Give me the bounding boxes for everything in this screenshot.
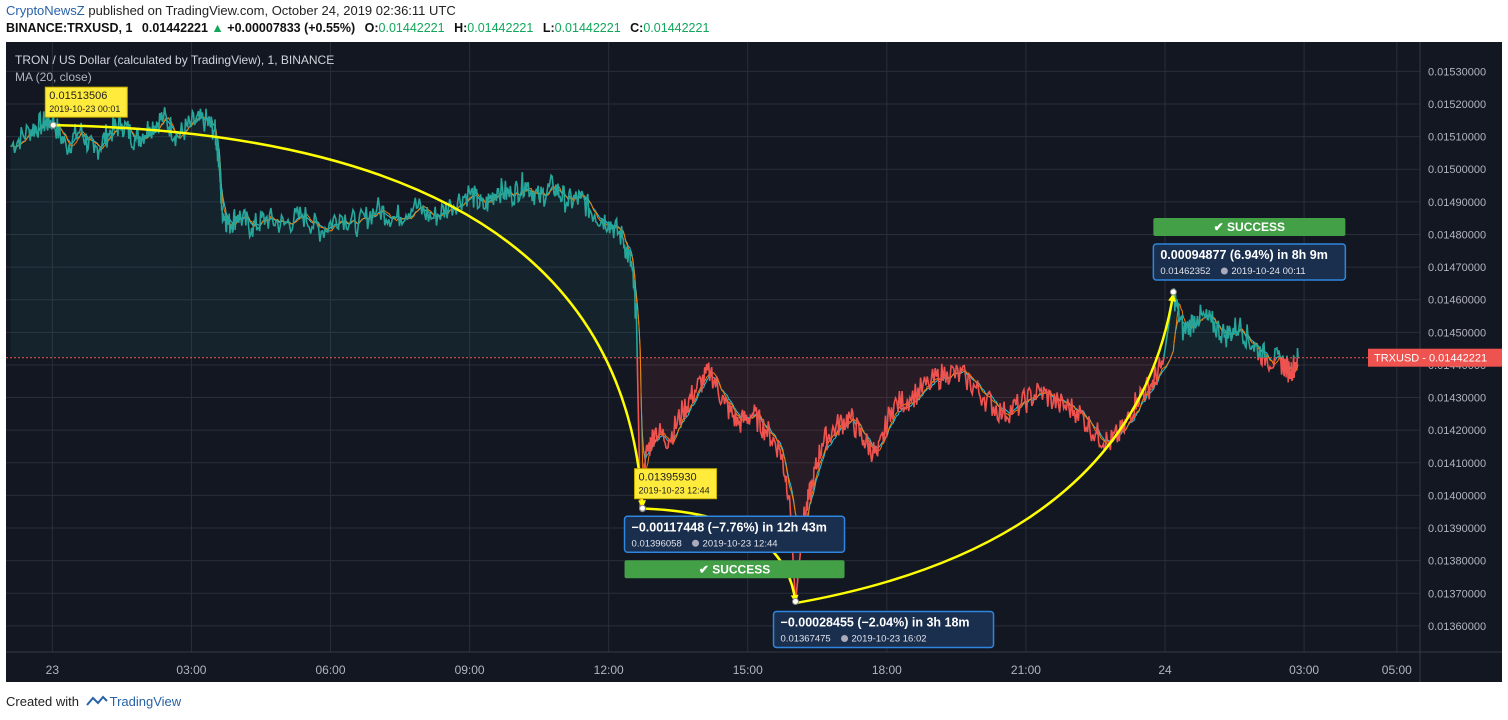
up-arrow-icon: ▲ [211,21,224,35]
price-axis: 0.01360000 0.01370000 0.01380000 0.01390000… [1428,66,1486,633]
price-tick-label: 0.01530000 [1428,66,1486,78]
footer: Created with TradingView [6,694,181,709]
arrow-head-icon [638,500,647,509]
last-price: 0.01442221 [141,21,208,35]
time-tick-label: 15:00 [733,663,763,677]
price-tick-label: 0.01360000 [1428,621,1486,633]
measure-main: 0.00094877 (6.94%) in 8h 9m [1160,248,1327,262]
price-line-up [10,107,1299,358]
tradingview-link[interactable]: TradingView [109,694,182,709]
price-label-value: 0.01513506 [49,90,107,102]
close-label: C: [630,21,644,35]
time-tick-label: 21:00 [1011,663,1041,677]
price-tick-label: 0.01420000 [1428,425,1486,437]
measure-price: 0.01367475 [781,634,831,645]
success-badge [624,560,845,579]
measure-price: 0.01462352 [1160,266,1210,277]
price-chart[interactable]: 0.01513506 2019-10-23 00:01 0.01395930 2019… [6,42,1502,682]
ohlc-line: BINANCE:TRXUSD, 1 0.01442221 ▲ +0.000078… [6,21,709,35]
price-tick-label: 0.01370000 [1428,588,1486,600]
clock-icon [692,539,700,547]
measure-time: 2019-10-24 00:11 [1231,266,1305,277]
price-tick-label: 0.01470000 [1428,262,1486,274]
time-tick-label: 03:00 [1289,663,1319,677]
open-value: 0.01442221 [378,21,445,35]
area-fill-down [10,357,1299,604]
price-tick-label: 0.01510000 [1428,132,1486,144]
measure-box [772,610,995,649]
price-tick-label: 0.01490000 [1428,197,1486,209]
time-tick-label: 23 [46,663,60,677]
high-value: 0.01442221 [467,21,534,35]
author-link[interactable]: CryptoNewsZ [6,3,85,18]
measure-main: −0.00028455 (−2.04%) in 3h 18m [781,616,970,630]
success-text: ✔ SUCCESS [1214,220,1285,234]
time-tick-label: 03:00 [176,663,206,677]
clock-icon [1220,267,1228,275]
measure-box [623,515,846,554]
publish-info: published on TradingView.com, October 24… [88,3,456,18]
close-value: 0.01442221 [643,21,710,35]
time-tick-label: 06:00 [316,663,346,677]
price-tick-label: 0.01400000 [1428,490,1486,502]
price-label-box [634,468,718,500]
symbol-label: BINANCE:TRXUSD, 1 [6,21,133,35]
anchor-dot [49,121,57,129]
price-label-value: 0.01395930 [639,472,697,484]
price-tick-label: 0.01390000 [1428,523,1486,535]
chart-svg: 0.01513506 2019-10-23 00:01 0.01395930 2019… [6,42,1502,682]
price-tick-label: 0.01380000 [1428,556,1486,568]
price-change: +0.00007833 (+0.55%) [227,21,356,35]
low-label: L: [542,21,555,35]
measure-time: 2019-10-23 16:02 [852,634,927,645]
open-label: O: [364,21,379,35]
anchor-dot [639,504,647,512]
anchor-dot [1169,288,1177,296]
time-axis: 23 03:00 06:00 09:00 12:00 15:00 18:00 21:00 24 0… [46,663,1412,677]
last-price-bg [1368,348,1502,367]
arrow-head-icon [1168,293,1176,302]
last-price-text: TRXUSD - 0.01442221 [1374,353,1487,365]
price-label-box [44,86,128,118]
success-text: ✔ SUCCESS [699,562,770,576]
price-label-time: 2019-10-23 00:01 [49,104,120,114]
price-tick-label: 0.01500000 [1428,164,1486,176]
trend-arrow [795,292,1175,605]
anchor-dot [792,598,800,606]
measure-main: −0.00117448 (−7.76%) in 12h 43m [632,520,827,534]
low-value: 0.01442221 [554,21,621,35]
time-tick-label: 05:00 [1382,663,1412,677]
price-label-time: 2019-10-23 12:44 [639,486,710,496]
chart-title: TRON / US Dollar (calculated by TradingV… [15,53,334,67]
annotations: 0.01513506 2019-10-23 00:01 0.01395930 2019… [44,86,1347,649]
measure-price: 0.01396058 [632,538,682,549]
tradingview-logo-icon [85,695,108,706]
publish-line: CryptoNewsZ published on TradingView.com… [6,3,456,18]
price-axis-bg [1420,42,1502,652]
high-label: H: [454,21,468,35]
price-tick-label: 0.01520000 [1428,99,1486,111]
measure-time: 2019-10-23 12:44 [703,538,778,549]
time-tick-label: 09:00 [455,663,485,677]
indicator-label: MA (20, close) [15,70,92,84]
trend-arrow [53,123,644,509]
chart-grid [6,42,1420,652]
price-tick-label: 0.01410000 [1428,458,1486,470]
price-tick-label: 0.01430000 [1428,393,1486,405]
price-tick-label: 0.01460000 [1428,295,1486,307]
measure-box [1152,243,1347,281]
created-with-label: Created with [6,694,79,709]
success-badge [1153,218,1346,237]
clock-icon [841,635,849,643]
time-tick-label: 18:00 [872,663,902,677]
time-tick-label: 12:00 [594,663,624,677]
time-tick-label: 24 [1158,663,1172,677]
area-fill-up [10,107,1299,358]
last-price-tag: TRXUSD - 0.01442221 [1368,348,1502,367]
price-tick-label: 0.01480000 [1428,229,1486,241]
price-tick-label: 0.01450000 [1428,327,1486,339]
